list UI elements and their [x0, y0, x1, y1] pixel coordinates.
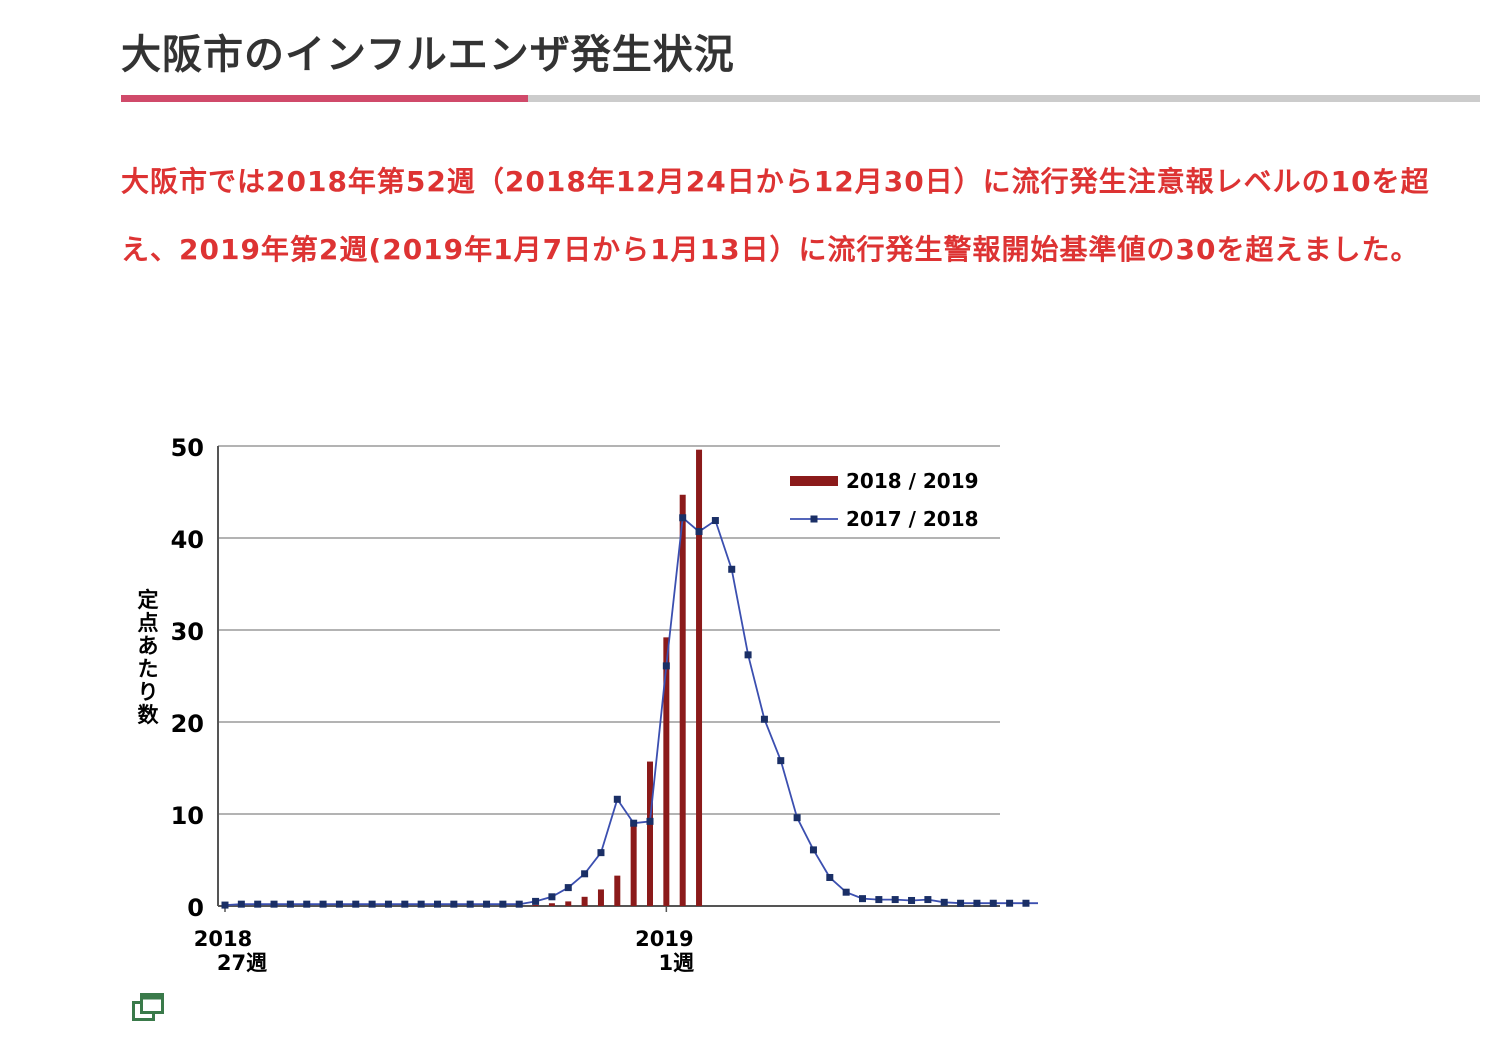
line-point	[744, 651, 752, 659]
line-point	[989, 899, 997, 907]
line-point	[630, 819, 638, 827]
legend-label: 2017 / 2018	[846, 507, 979, 531]
y-tick-label: 50	[171, 434, 204, 462]
line-point	[450, 900, 458, 908]
line-point	[237, 900, 245, 908]
bar	[647, 761, 653, 906]
legend-swatch-bar	[790, 476, 838, 486]
bar	[614, 875, 621, 906]
line-point	[1006, 899, 1014, 907]
y-tick-label: 30	[171, 618, 204, 646]
line-point	[875, 896, 883, 904]
x-tick-label-week: 1週	[659, 951, 695, 975]
line-point	[548, 893, 556, 901]
outbreak-notice: 大阪市では2018年第52週（2018年12月24日から12月30日）に流行発生…	[121, 165, 1430, 266]
line-point	[1022, 899, 1030, 907]
line-point	[793, 814, 801, 822]
influenza-chart: 01020304050201827週20191週201926週定点あたり数201…	[138, 434, 1038, 975]
bar	[679, 494, 686, 906]
line-point	[859, 895, 866, 903]
line-point	[908, 896, 916, 904]
page-title: 大阪市のインフルエンザ発生状況	[121, 32, 735, 78]
line-point	[924, 896, 932, 904]
line-point	[809, 846, 817, 854]
line-point	[711, 517, 719, 525]
x-tick-label-year: 2018	[194, 927, 252, 951]
line-point	[564, 884, 572, 892]
line-point	[728, 565, 736, 573]
y-tick-label: 40	[171, 526, 204, 554]
line-point	[401, 900, 409, 908]
title-underline	[121, 95, 1480, 102]
line-point	[221, 901, 229, 909]
line-point	[940, 898, 948, 906]
title-underline-accent	[121, 95, 528, 102]
bar	[630, 823, 637, 906]
y-axis-label-char: 数	[138, 703, 160, 727]
line-point	[826, 873, 834, 881]
line-point	[335, 900, 343, 908]
y-axis-label-char: あ	[138, 634, 159, 658]
y-axis-label-char: 定	[138, 588, 159, 612]
bar	[696, 449, 703, 906]
line-point	[434, 900, 441, 908]
legend-label: 2018 / 2019	[846, 469, 979, 493]
line-point	[319, 900, 327, 908]
x-tick-label-year: 2019	[635, 927, 693, 951]
line-point	[581, 870, 589, 878]
line-point	[597, 849, 605, 857]
line-point	[662, 662, 670, 670]
bar	[663, 637, 670, 906]
line-point	[303, 900, 311, 908]
bar	[565, 901, 572, 906]
line-point	[483, 900, 491, 908]
line-point	[760, 715, 768, 723]
line-point	[466, 900, 474, 908]
line-point	[417, 900, 425, 908]
line-point	[254, 900, 262, 908]
line-point	[891, 896, 899, 904]
line-point	[384, 900, 392, 908]
line-point	[777, 757, 785, 765]
line-point	[286, 900, 294, 908]
x-tick-label-week: 27週	[217, 951, 267, 975]
line-point	[695, 528, 703, 536]
expand-window-icon[interactable]	[132, 993, 164, 1021]
bar	[532, 905, 539, 906]
y-axis-label-char: り	[138, 680, 159, 704]
line-point	[842, 888, 850, 896]
line-point	[368, 900, 376, 908]
line-point	[646, 817, 654, 825]
y-tick-label: 10	[171, 802, 204, 830]
line-point	[499, 900, 507, 908]
line-point	[270, 900, 278, 908]
y-axis-label-char: た	[138, 657, 159, 681]
line-point	[957, 899, 965, 907]
line-point	[352, 900, 360, 908]
y-tick-label: 0	[187, 894, 204, 922]
line-point	[679, 514, 687, 522]
bar	[597, 889, 604, 906]
line-point	[515, 900, 523, 908]
legend-swatch-marker	[810, 515, 818, 523]
bar	[548, 903, 555, 906]
line-point	[613, 795, 621, 803]
line-point	[532, 897, 540, 905]
line-point	[973, 899, 981, 907]
y-axis-label-char: 点	[138, 611, 159, 635]
bar	[581, 896, 588, 906]
y-tick-label: 20	[171, 710, 204, 738]
